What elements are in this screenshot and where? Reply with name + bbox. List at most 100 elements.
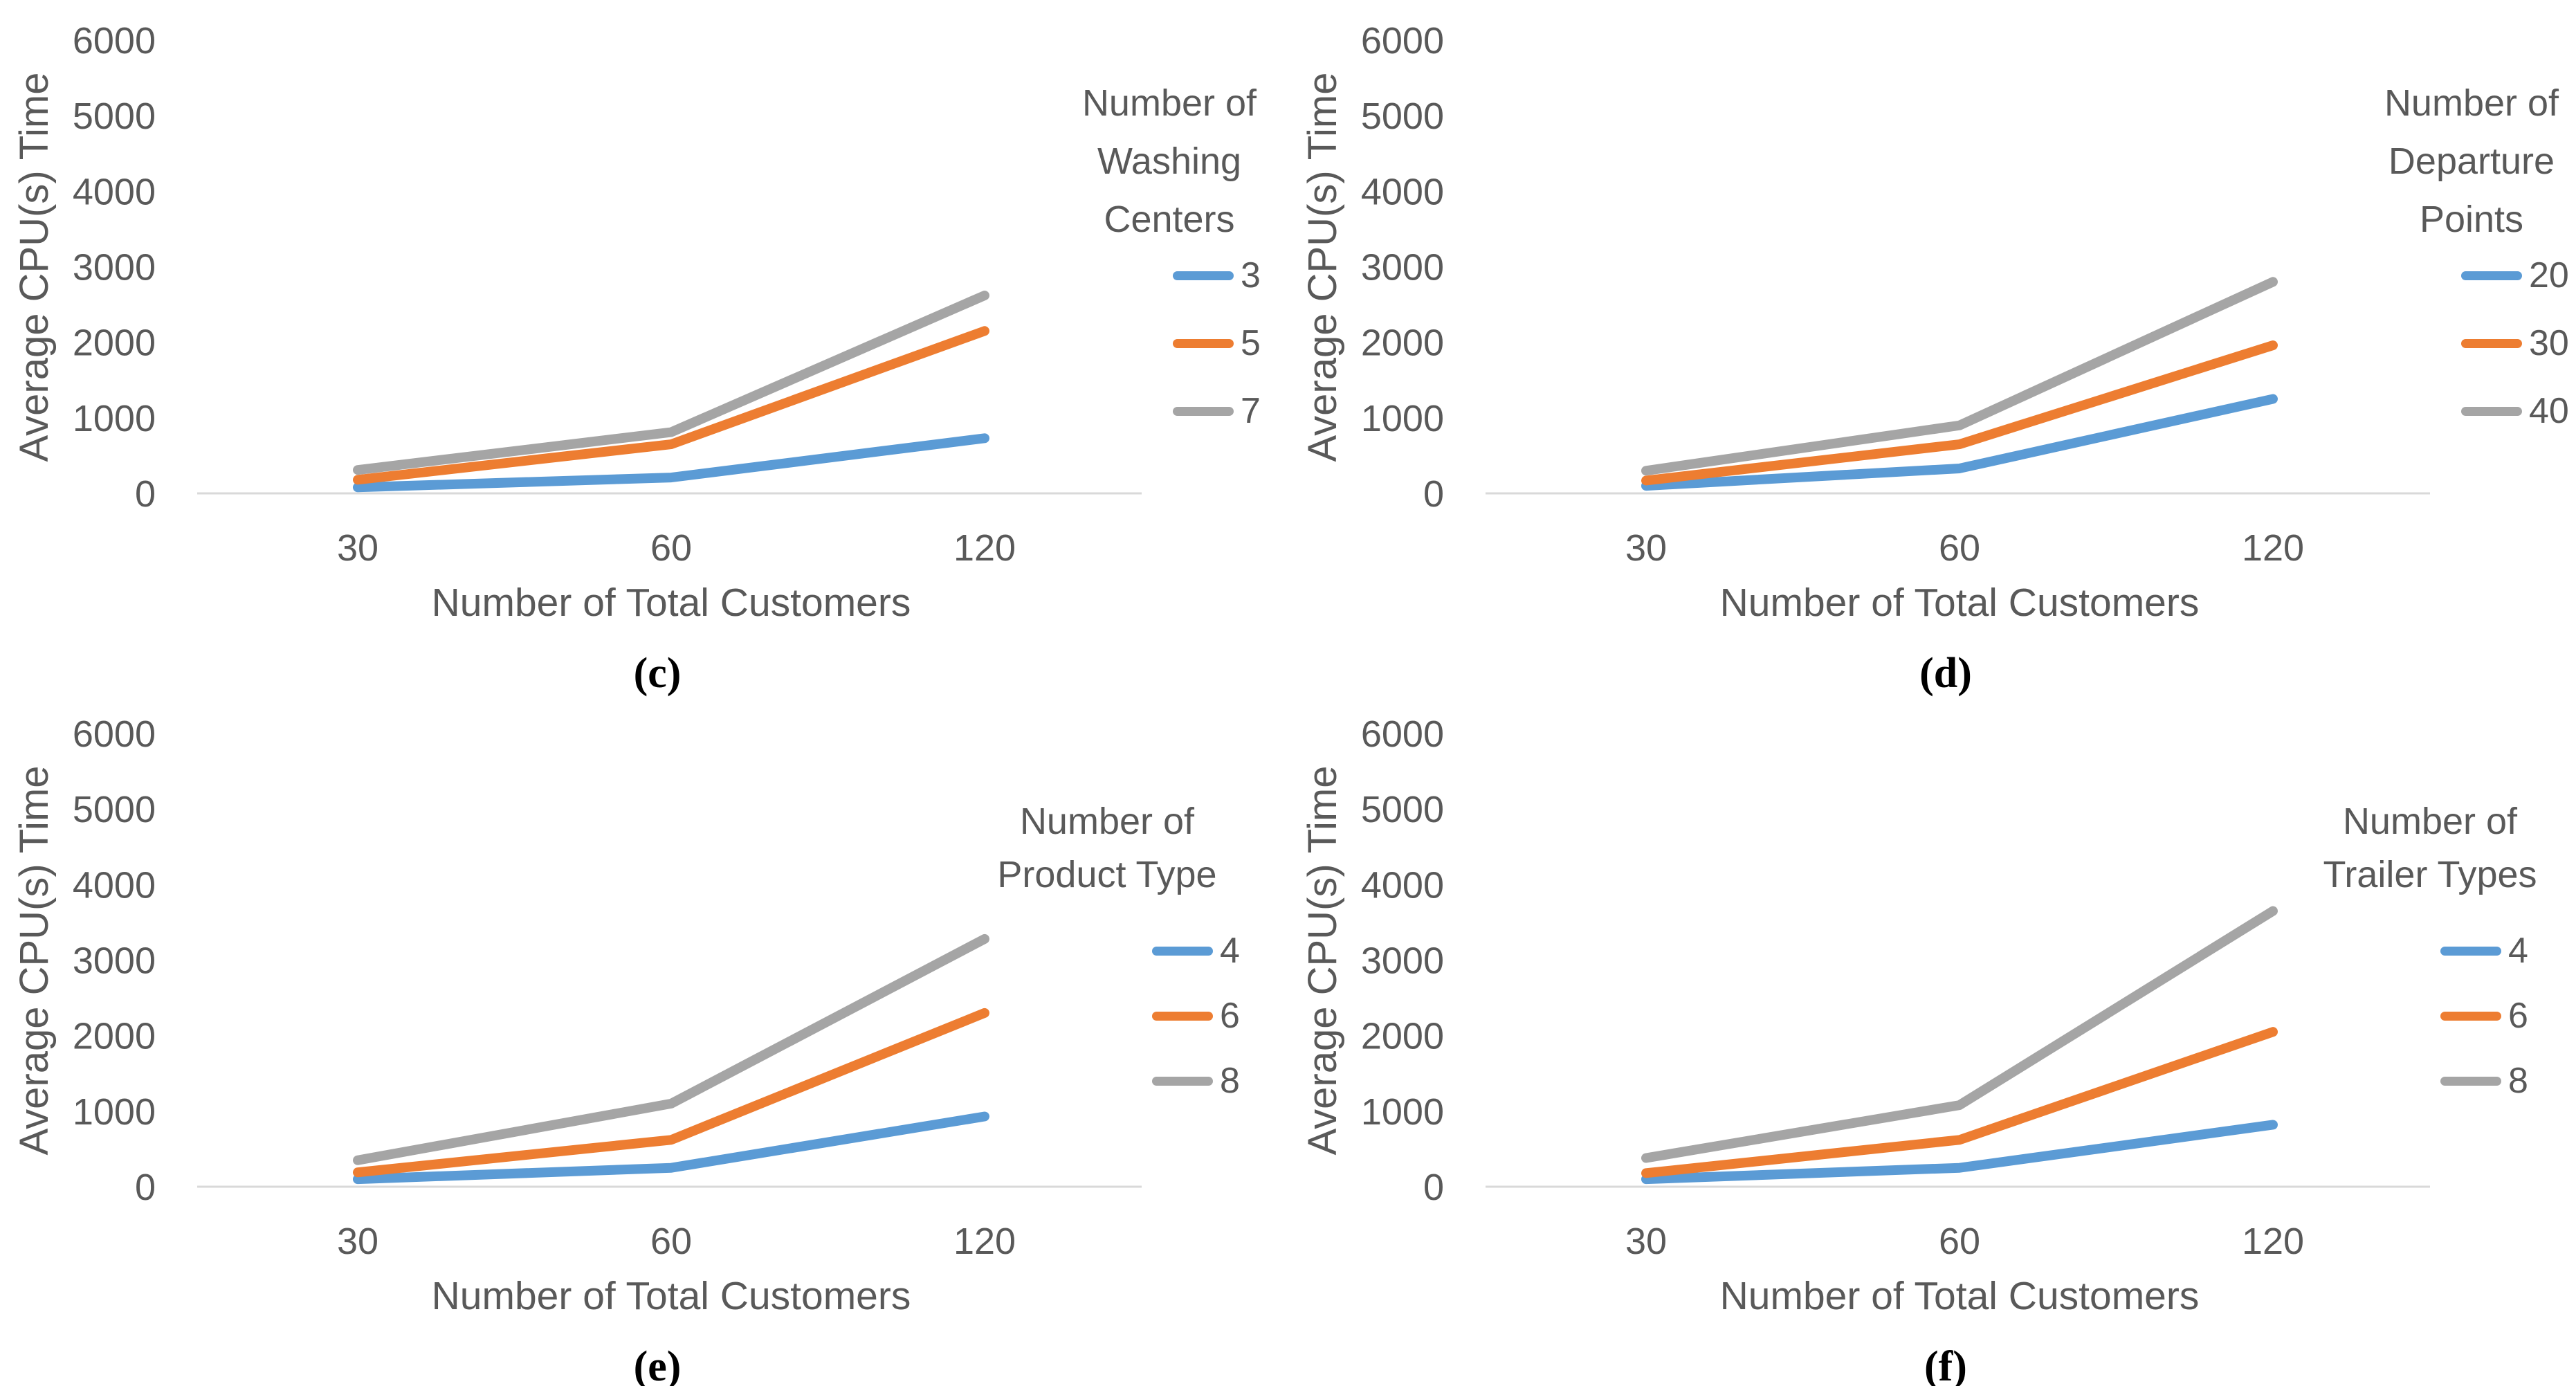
legend-entry: 6: [2440, 996, 2528, 1036]
legend-marker-gray: [2440, 1076, 2501, 1086]
x-tick-label: 60: [650, 527, 692, 569]
legend-label: 6: [1220, 996, 1240, 1036]
legend-title-line: Number of: [2342, 801, 2518, 842]
y-tick-label: 0: [1423, 473, 1444, 515]
chart-departure-points: 0 1000 2000 3000 4000 5000 6000 30 60 120 Average…: [1288, 0, 2576, 697]
legend-title-line: Number of: [1081, 82, 1257, 124]
legend-entry: 20: [2461, 255, 2569, 295]
legend-marker-blue: [2440, 946, 2501, 956]
y-tick-label: 2000: [1361, 1016, 1444, 1057]
series-line-30: [1641, 340, 2278, 486]
legend-title-line: Centers: [1104, 199, 1235, 240]
x-axis-title: Number of Total Customers: [1719, 1274, 2200, 1318]
x-axis-title: Number of Total Customers: [431, 581, 911, 625]
y-tick-label: 0: [135, 473, 156, 515]
x-axis-title: Number of Total Customers: [1719, 581, 2200, 625]
y-tick-label: 3000: [73, 247, 156, 289]
legend-entry: 5: [1173, 323, 1261, 363]
legend-marker-blue: [2461, 271, 2522, 280]
x-tick-label: 30: [337, 1221, 378, 1262]
legend-title-line: Trailer Types: [2323, 854, 2537, 895]
y-tick-label: 1000: [73, 398, 156, 439]
legend-label: 30: [2529, 323, 2569, 363]
y-tick-label: 1000: [73, 1091, 156, 1133]
subfigure-caption: (d): [1919, 650, 1972, 697]
x-tick-label: 60: [1939, 527, 1980, 569]
legend-title-line: Washing: [1097, 140, 1242, 182]
y-tick-label: 6000: [1361, 20, 1444, 62]
legend-entry: 8: [1152, 1061, 1240, 1101]
x-tick-label: 30: [1625, 1221, 1667, 1262]
legend-entry: 40: [2461, 391, 2569, 431]
y-tick-label: 0: [135, 1167, 156, 1208]
y-tick-label: 2000: [73, 322, 156, 364]
chart-washing-centers: 0 1000 2000 3000 4000 5000 6000 30 60 120 Average…: [0, 0, 1288, 697]
series-line-6: [1641, 1027, 2278, 1178]
y-tick-label: 5000: [73, 789, 156, 830]
legend-entry: 3: [1173, 255, 1261, 295]
x-tick-label: 60: [650, 1221, 692, 1262]
legend-marker-blue: [1152, 946, 1213, 956]
y-tick-label: 1000: [1361, 398, 1444, 439]
series-line-8: [353, 933, 989, 1165]
x-tick-label: 120: [953, 527, 1016, 569]
series-line-6: [353, 1007, 989, 1178]
legend-title-line: Departure: [2388, 140, 2555, 182]
legend-marker-blue: [1173, 271, 1234, 280]
y-tick-label: 3000: [1361, 247, 1444, 289]
legend-entry: 7: [1173, 391, 1261, 431]
legend-entry: 30: [2461, 323, 2569, 363]
legend-marker-orange: [1152, 1011, 1213, 1021]
subfigure-caption: (c): [633, 650, 682, 697]
y-tick-label: 6000: [73, 713, 156, 755]
series-line-4: [1641, 1120, 2278, 1185]
y-tick-label: 5000: [1361, 95, 1444, 137]
legend-title-line: Number of: [1019, 801, 1195, 842]
series-line-8: [1641, 906, 2278, 1163]
y-tick-label: 6000: [73, 20, 156, 62]
y-axis-title: Average CPU(s) Time: [12, 765, 57, 1156]
legend-entry: 8: [2440, 1061, 2528, 1101]
x-tick-label: 120: [2242, 527, 2304, 569]
y-tick-label: 5000: [73, 95, 156, 137]
legend-marker-orange: [1173, 338, 1234, 348]
legend-label: 4: [2508, 931, 2528, 971]
subfigure-caption: (e): [633, 1343, 682, 1386]
series-line-20: [1641, 394, 2278, 491]
series-line-3: [353, 433, 989, 493]
x-tick-label: 60: [1939, 1221, 1980, 1262]
legend-label: 5: [1241, 323, 1261, 363]
legend-title-line: Number of: [2384, 82, 2559, 124]
legend-entry: 6: [1152, 996, 1240, 1036]
x-tick-label: 120: [2242, 1221, 2304, 1262]
y-tick-label: 4000: [73, 171, 156, 212]
legend-marker-orange: [2440, 1011, 2501, 1021]
legend-label: 8: [2508, 1061, 2528, 1101]
legend-label: 20: [2529, 255, 2569, 295]
x-tick-label: 30: [337, 527, 378, 569]
legend-label: 3: [1241, 255, 1261, 295]
y-axis-title: Average CPU(s) Time: [12, 72, 57, 462]
y-tick-label: 2000: [1361, 322, 1444, 364]
legend-marker-gray: [1152, 1076, 1213, 1086]
y-tick-label: 4000: [73, 864, 156, 906]
y-tick-label: 0: [1423, 1167, 1444, 1208]
legend-marker-gray: [1173, 406, 1234, 416]
y-tick-label: 5000: [1361, 789, 1444, 830]
legend-label: 6: [2508, 996, 2528, 1036]
y-axis-title: Average CPU(s) Time: [1300, 765, 1345, 1156]
legend-title-line: Product Type: [997, 854, 1217, 895]
series-line-7: [353, 290, 989, 475]
legend-label: 8: [1220, 1061, 1240, 1101]
subfigure-caption: (f): [1924, 1343, 1967, 1386]
y-axis-title: Average CPU(s) Time: [1300, 72, 1345, 462]
y-tick-label: 2000: [73, 1016, 156, 1057]
y-tick-label: 4000: [1361, 171, 1444, 212]
y-tick-label: 6000: [1361, 713, 1444, 755]
chart-product-type: 0 1000 2000 3000 4000 5000 6000 30 60 120 Average…: [0, 693, 1288, 1386]
series-line-5: [353, 326, 989, 485]
